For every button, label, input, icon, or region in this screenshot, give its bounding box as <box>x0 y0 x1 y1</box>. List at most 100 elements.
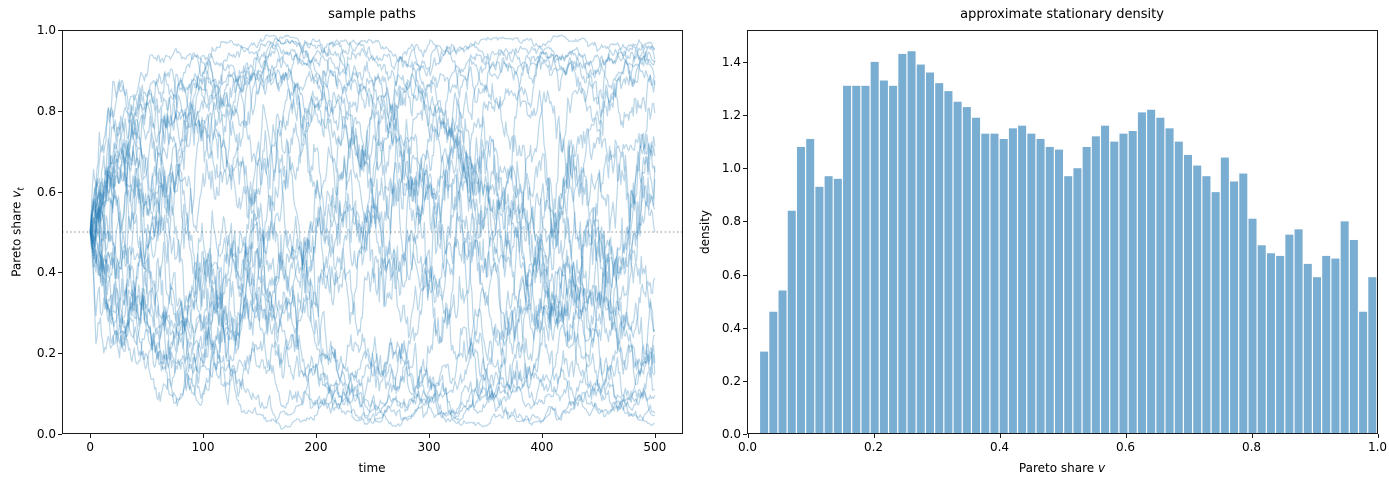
histogram-bar <box>1054 149 1063 434</box>
histogram-bar <box>1174 141 1183 434</box>
y-tick-label: 1.2 <box>721 108 741 123</box>
histogram-bar <box>1322 255 1331 434</box>
sample-path-line <box>89 45 655 291</box>
histogram-bar <box>981 133 990 434</box>
histogram-bar <box>1239 173 1248 434</box>
histogram-bar <box>1340 221 1349 434</box>
x-tick-label: 0.6 <box>1115 440 1136 454</box>
x-tick-mark <box>999 434 1001 438</box>
x-tick-mark <box>1251 434 1253 438</box>
histogram-bar <box>1202 176 1211 434</box>
y-tick-label: 0.6 <box>36 184 56 199</box>
histogram-bar <box>1045 146 1054 434</box>
y-tick-label: 0.8 <box>36 103 56 118</box>
sample-path-line <box>89 231 656 418</box>
histogram-bar <box>824 176 833 434</box>
sample-paths-canvas <box>62 30 683 434</box>
x-tick-mark <box>747 434 749 438</box>
y-tick-mark <box>58 110 62 112</box>
sample-path-line <box>89 34 656 422</box>
y-tick-label: 0.2 <box>721 373 741 388</box>
sample-path-line <box>89 41 656 374</box>
sample-path-line <box>89 231 656 417</box>
histogram-bar <box>1128 131 1137 434</box>
histogram-bar <box>852 85 861 434</box>
x-tick-mark <box>654 434 656 438</box>
histogram-bar <box>898 53 907 434</box>
histogram-bar <box>999 138 1008 434</box>
histogram-bar <box>944 91 953 434</box>
sample-path-line <box>89 117 656 402</box>
sample-path-line <box>89 36 656 260</box>
sample-path-line <box>89 34 656 374</box>
histogram-bar <box>1064 176 1073 434</box>
sample-path-line <box>89 214 655 427</box>
histogram-bar <box>1073 168 1082 434</box>
x-tick-label: 400 <box>530 440 554 454</box>
histogram-bar <box>815 186 824 434</box>
histogram-bar <box>1156 117 1165 434</box>
x-tick-label: 0.8 <box>1241 440 1262 454</box>
x-tick-label: 0.4 <box>989 440 1010 454</box>
x-tick-mark <box>316 434 317 438</box>
histogram-bar <box>1368 277 1377 434</box>
y-tick-mark <box>58 272 62 274</box>
histogram-bar <box>889 85 898 434</box>
histogram-bar <box>1257 245 1266 434</box>
histogram-bar <box>1008 128 1017 434</box>
y-tick-label: 0.2 <box>36 346 56 361</box>
x-tick-label: 0.0 <box>737 440 758 454</box>
left-plot-xlabel: time <box>358 461 386 475</box>
histogram-bar <box>843 85 852 434</box>
x-tick-mark <box>873 434 875 438</box>
left-plot-ylabel: Pareto share vt <box>9 187 26 277</box>
histogram-bar <box>1248 218 1257 434</box>
histogram-bar <box>1091 136 1100 434</box>
x-tick-mark <box>429 434 430 438</box>
histogram-bar <box>833 178 842 434</box>
sample-path-line <box>89 53 656 347</box>
sample-path-line <box>89 46 656 324</box>
y-tick-label: 0.6 <box>721 267 741 282</box>
histogram-bar <box>806 138 815 434</box>
x-tick-mark <box>1377 434 1379 438</box>
sample-path-line <box>89 75 656 391</box>
histogram-bar <box>1230 181 1239 434</box>
right-plot-xlabel: Pareto share v <box>1019 461 1105 475</box>
sample-path-line <box>89 132 656 413</box>
histogram-canvas <box>747 30 1378 434</box>
left-plot-title: sample paths <box>328 7 416 22</box>
x-tick-mark <box>1125 434 1127 438</box>
histogram-bar <box>1276 255 1285 434</box>
histogram-bar <box>1082 146 1091 434</box>
sample-path-line <box>89 70 656 363</box>
x-tick-mark <box>203 434 205 438</box>
y-tick-label: 0.0 <box>36 427 56 441</box>
histogram-bar <box>1147 109 1156 434</box>
histogram-bar <box>1220 157 1229 434</box>
sample-path-line <box>89 59 656 343</box>
histogram-bar <box>870 61 879 434</box>
right-plot-title: approximate stationary density <box>960 7 1164 22</box>
y-tick-mark <box>743 61 747 63</box>
right-xlabel-variable: v <box>1097 461 1106 475</box>
histogram-bar <box>879 80 888 434</box>
right-xlabel-text: Pareto share <box>1018 461 1098 475</box>
histogram-bar <box>1165 128 1174 434</box>
y-tick-mark <box>58 353 62 355</box>
histogram-bar <box>1349 239 1358 434</box>
left-plot-spines <box>62 30 683 434</box>
y-tick-label: 0.8 <box>721 214 741 229</box>
histogram-bar <box>1036 138 1045 434</box>
y-tick-label: 1.0 <box>721 161 741 176</box>
histogram-bar <box>1331 258 1340 434</box>
y-tick-label: 1.0 <box>36 23 56 37</box>
sample-path-line <box>89 53 656 233</box>
sample-path-line <box>89 139 656 407</box>
histogram-bar <box>925 72 934 434</box>
histogram-bar <box>1110 141 1119 434</box>
y-tick-mark <box>743 115 747 117</box>
histogram-bar <box>1303 263 1312 434</box>
sample-path-line <box>89 178 656 427</box>
